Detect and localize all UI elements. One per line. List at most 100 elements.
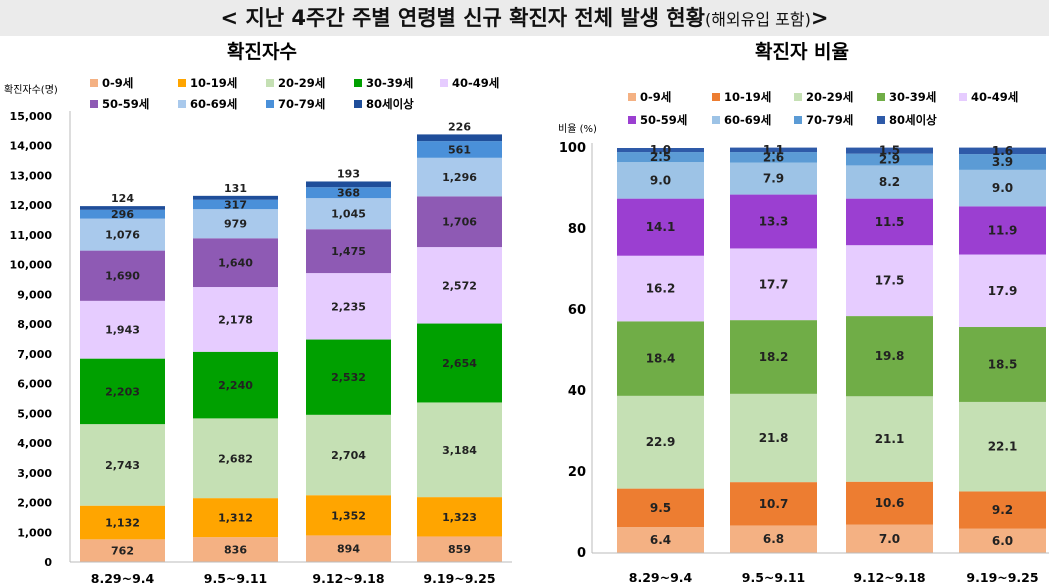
- data-label: 859: [448, 543, 471, 556]
- data-label: 9.2: [992, 503, 1013, 517]
- page-title-sub: (해외유입 포함): [704, 10, 811, 29]
- legend-swatch: [712, 93, 720, 101]
- bar-segment: [193, 287, 278, 352]
- bar-segment: [417, 196, 502, 248]
- data-label: 368: [337, 187, 360, 200]
- data-label: 3,184: [442, 444, 477, 457]
- legend-swatch: [90, 79, 98, 87]
- y-tick-label: 80: [568, 222, 586, 237]
- data-label: 2,235: [331, 300, 366, 313]
- legend-label: 80세이상: [889, 113, 937, 127]
- y-tick-label: 7,000: [17, 348, 52, 361]
- data-label: 2,240: [218, 379, 253, 392]
- y-tick-label: 10,000: [10, 259, 53, 272]
- data-label: 16.2: [646, 282, 676, 296]
- legend-item: 10-19세: [712, 90, 771, 104]
- bar-segment: [417, 402, 502, 498]
- legend-swatch: [90, 100, 98, 108]
- bar-stack: 894 1,352 2,704 2,532 2,235 1,475 1,045 368 193: [306, 167, 391, 562]
- data-label: 13.3: [759, 215, 789, 229]
- data-label: 1,312: [218, 512, 253, 525]
- data-label: 2,704: [331, 449, 366, 462]
- bar-segment: [80, 206, 165, 210]
- bar-segment: [193, 351, 278, 419]
- bar-segment: [730, 152, 817, 163]
- bar-segment: [959, 528, 1046, 553]
- y-tick-label: 0: [44, 556, 52, 569]
- data-label: 561: [448, 143, 471, 156]
- y-axis-label: 확진자수(명): [4, 84, 58, 96]
- legend-label: 50-59세: [102, 97, 149, 111]
- bar-segment: [959, 169, 1046, 207]
- data-label: 2,654: [442, 357, 477, 370]
- bar-segment: [617, 162, 704, 199]
- data-label: 19.8: [875, 349, 905, 363]
- bar-segment: [959, 401, 1046, 492]
- bar-segment: [193, 537, 278, 562]
- data-label: 131: [224, 182, 247, 195]
- bar-segment: [306, 339, 391, 415]
- y-tick-label: 9,000: [17, 288, 52, 301]
- y-tick-label: 20: [568, 465, 586, 480]
- bar-segment: [730, 248, 817, 321]
- bar-segment: [306, 181, 391, 188]
- bar-segment: [730, 194, 817, 249]
- bar-segment: [306, 495, 391, 536]
- y-tick-label: 8,000: [17, 318, 52, 331]
- bar-segment: [959, 491, 1046, 529]
- legend-label: 40-49세: [452, 76, 499, 90]
- data-label: 11.9: [988, 223, 1018, 237]
- bar-segment: [617, 198, 704, 256]
- bar-segment: [617, 255, 704, 322]
- legend-item: 80세이상: [877, 113, 937, 127]
- bar-segment: [80, 505, 165, 540]
- bar-segment: [193, 209, 278, 239]
- legend-item: 70-79세: [266, 97, 325, 111]
- data-label: 6.8: [763, 532, 784, 546]
- legend-label: 20-29세: [278, 76, 325, 90]
- data-label: 7.9: [763, 172, 784, 186]
- legend-swatch: [877, 116, 885, 124]
- x-tick-label: 9.5~9.11: [742, 570, 805, 585]
- x-tick-label: 9.19~9.25: [966, 570, 1038, 585]
- chart-title: 확진자 비율: [755, 40, 849, 63]
- legend-label: 30-39세: [366, 76, 413, 90]
- data-label: 124: [111, 192, 134, 205]
- bar-segment: [417, 141, 502, 158]
- legend-item: 20-29세: [794, 90, 853, 104]
- x-tick-label: 8.29~9.4: [629, 570, 693, 585]
- data-label: 979: [224, 218, 247, 231]
- legend-item: 40-49세: [440, 76, 499, 90]
- bar-segment: [846, 524, 933, 553]
- bar-segment: [846, 481, 933, 525]
- legend-label: 10-19세: [190, 76, 237, 90]
- bar-stack: 7.0 10.6 21.1 19.8 17.5 11.5 8.2 2.91.5: [846, 144, 933, 553]
- bar-segment: [846, 198, 933, 246]
- data-label: 22.9: [646, 435, 676, 449]
- data-label: 21.8: [759, 431, 789, 445]
- legend-item: 80세이상: [354, 97, 414, 111]
- legend-item: 50-59세: [628, 113, 687, 127]
- x-tick-label: 9.12~9.18: [312, 571, 384, 586]
- legend-item: 30-39세: [877, 90, 936, 104]
- data-label: 226: [448, 120, 471, 133]
- data-label: 2.9: [879, 153, 900, 167]
- legend-label: 60-69세: [190, 97, 237, 111]
- data-label: 894: [337, 543, 360, 556]
- data-label: 1,690: [105, 270, 140, 283]
- bar-stack: 6.4 9.5 22.9 18.4 16.2 14.1 9.0 2.51.0: [617, 143, 704, 553]
- data-label: 1,076: [105, 229, 140, 242]
- y-tick-label: 4,000: [17, 437, 52, 450]
- bar-segment: [730, 147, 817, 153]
- bar-segment: [193, 195, 278, 200]
- legend-swatch: [178, 100, 186, 108]
- bar-segment: [193, 498, 278, 538]
- legend-swatch: [266, 79, 274, 87]
- bar-segment: [417, 536, 502, 562]
- bar-segment: [80, 424, 165, 506]
- bar-segment: [306, 535, 391, 562]
- bar-segment: [306, 273, 391, 340]
- y-tick-label: 15,000: [10, 110, 53, 123]
- x-tick-label: 9.19~9.25: [423, 571, 495, 586]
- data-label: 14.1: [646, 220, 676, 234]
